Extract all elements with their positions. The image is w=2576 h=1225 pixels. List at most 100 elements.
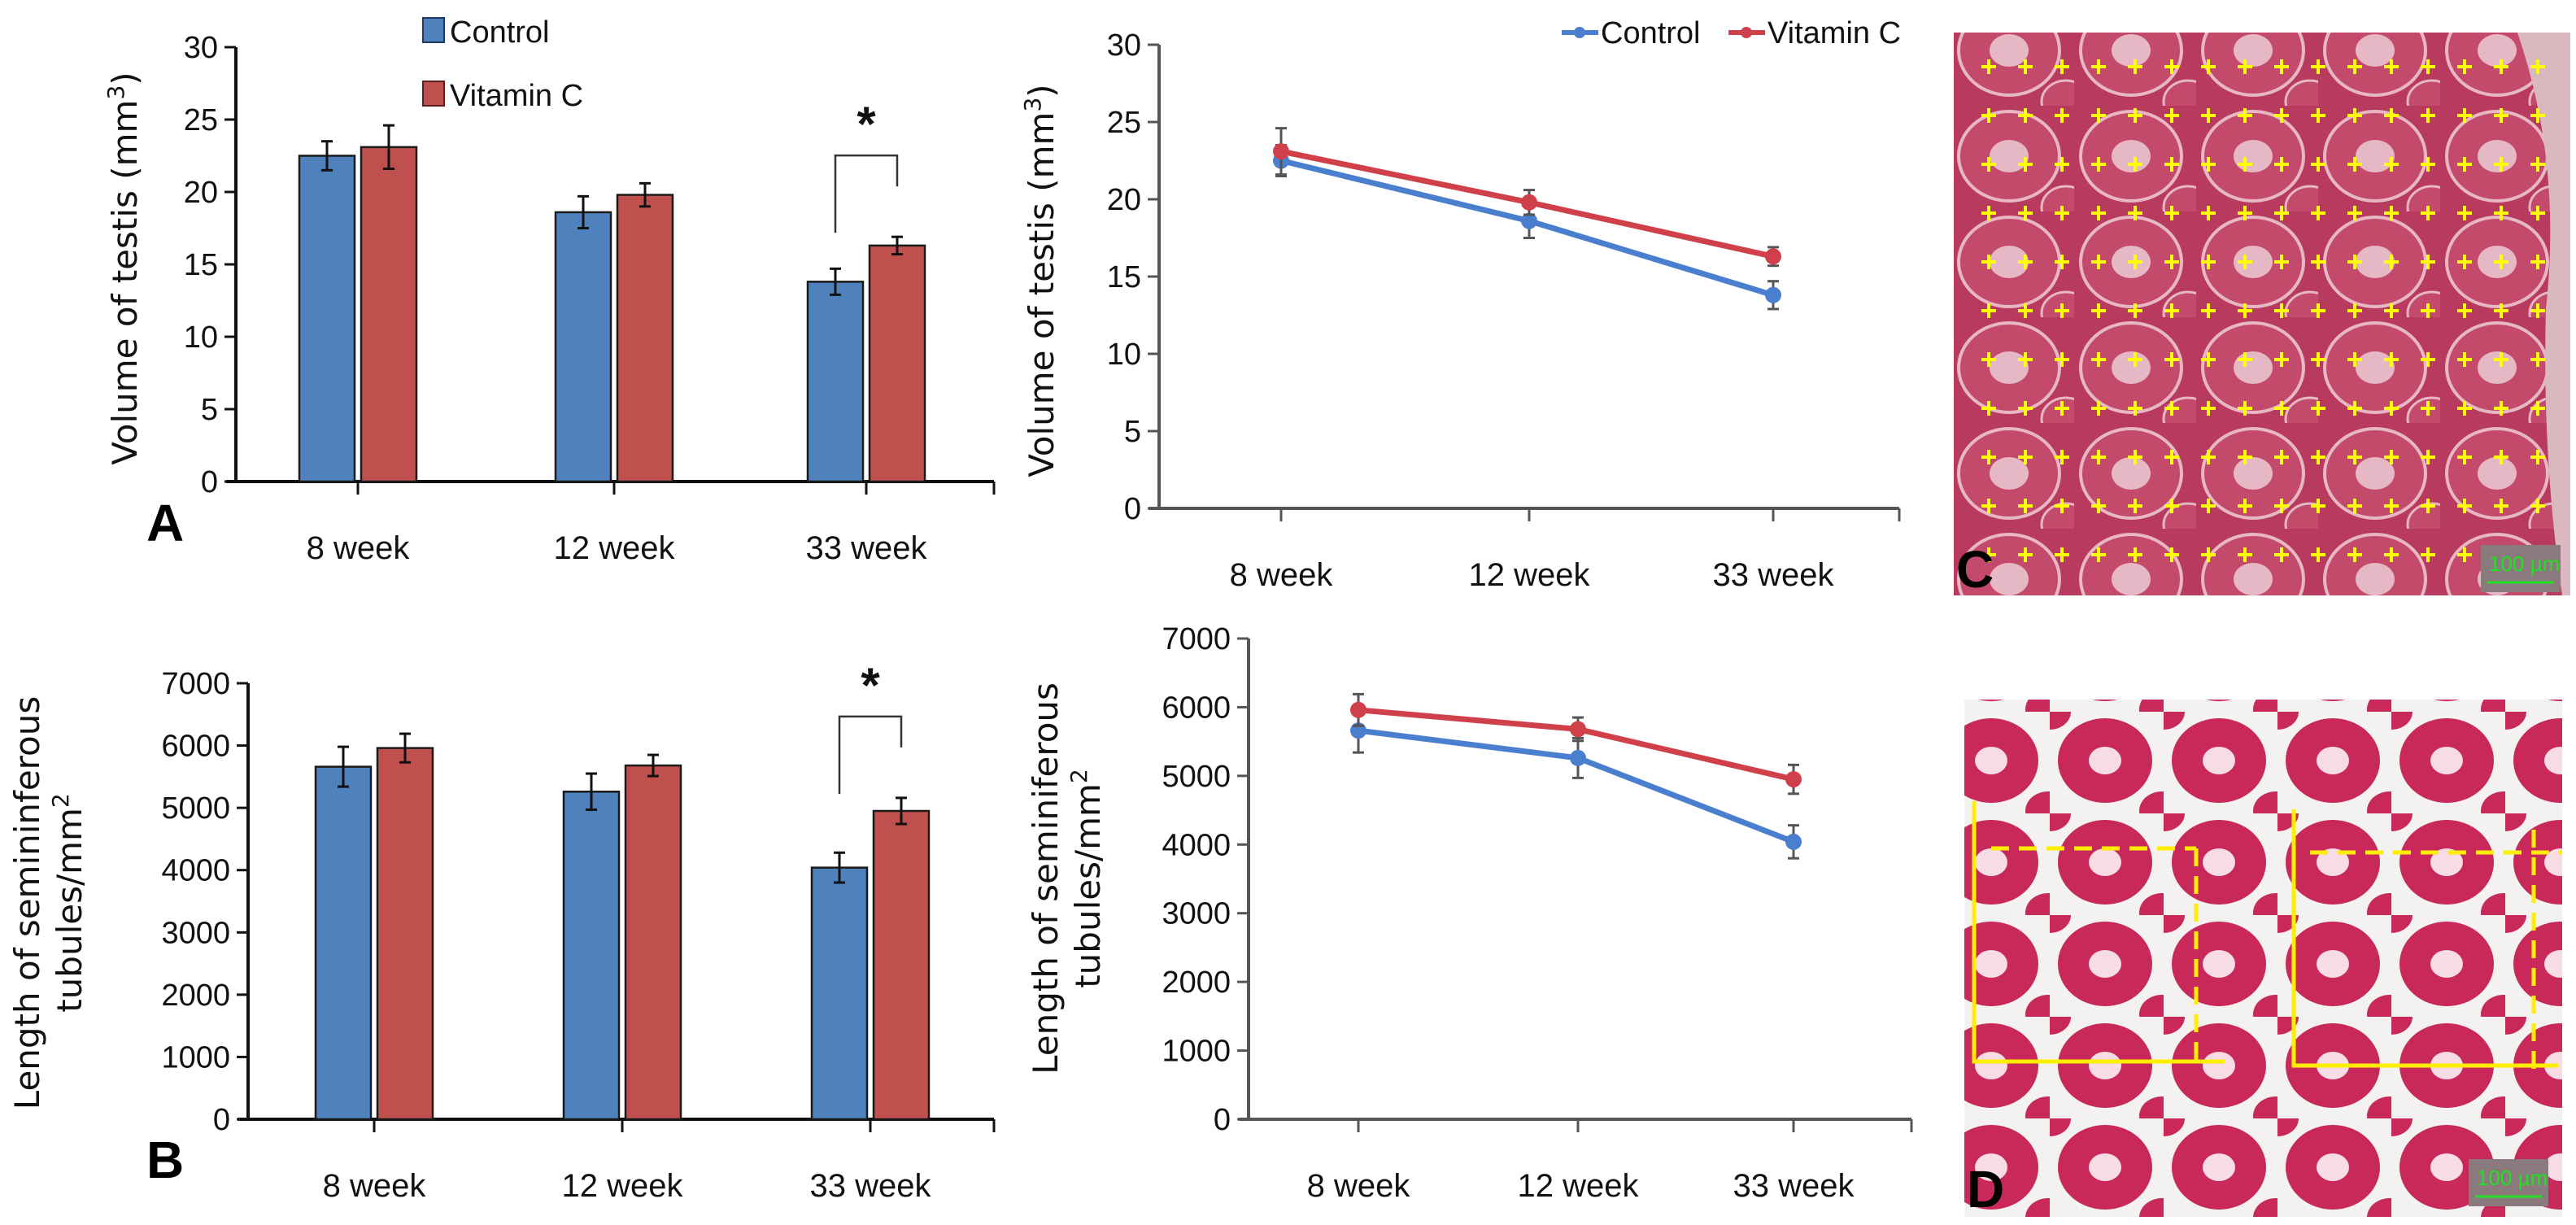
grid-cross-marker [1981,450,1996,464]
grid-cross-marker [2128,450,2142,464]
grid-cross-marker [2164,206,2179,220]
grid-cross-marker [2201,108,2216,123]
grid-cross-marker [2494,59,2508,74]
x-tick-label: 8 week [1230,557,1334,593]
y-tick-label: 4000 [161,854,230,888]
y-tick-label: 7000 [161,667,230,701]
chart-b-bars: * [314,658,931,1121]
chart-a-bars: * [298,97,926,483]
chart-b-y-ticks: 0 1000 2000 3000 4000 5000 6000 7000 [161,667,248,1137]
y-tick-label: 15 [1107,260,1141,294]
grid-cross-marker [2384,547,2399,562]
grid-cross-marker [2311,255,2325,269]
grid-cross-marker [2055,401,2069,416]
grid-cross-marker [2091,499,2106,513]
grid-cross-marker [2384,206,2399,220]
grid-cross-marker [2091,401,2106,416]
grid-cross-marker [2457,352,2472,367]
grid-cross-marker [2238,303,2252,318]
y-tick-label: 1000 [1162,1035,1231,1069]
point-vitamin-c [1570,721,1586,738]
grid-cross-marker [2238,352,2252,367]
grid-cross-marker [2055,499,2069,513]
grid-cross-marker [2347,401,2362,416]
grid-cross-marker [2421,157,2435,172]
x-tick-label: 33 week [806,530,928,566]
micrograph-d: 100 µm D [1964,700,2562,1218]
grid-cross-marker [2311,59,2325,74]
grid-cross-marker [2018,255,2033,269]
micrograph-c: 100 µm C [1954,33,2570,599]
scale-bar-box-c [2481,545,2561,592]
grid-cross-marker [2238,157,2252,172]
point-control [1785,833,1802,850]
bar-vitamin-c [872,809,931,1121]
grid-cross-marker [2457,401,2472,416]
grid-cross-marker [2274,401,2289,416]
grid-cross-marker [2530,401,2545,416]
grid-cross-marker [2494,303,2508,318]
grid-cross-marker [2164,499,2179,513]
grid-cross-marker [2457,547,2472,562]
bar-vitamin-c [868,244,926,483]
chart-b-y-axis-title-line1: Length of semininferous [7,696,47,1109]
grid-cross-marker [2018,352,2033,367]
grid-cross-marker [2164,352,2179,367]
grid-cross-marker [2274,206,2289,220]
counting-frame-right [2291,809,2562,1074]
legend-label-control: Control [450,15,550,50]
chart-b-y-axis-title-line2: tubules/mm2 [47,793,89,1013]
grid-cross-marker [2384,255,2399,269]
grid-cross-marker [2421,59,2435,74]
panel-label-d: D [1967,1160,2004,1218]
bar-control [562,790,621,1121]
grid-cross-marker [2421,206,2435,220]
grid-cross-marker [2384,401,2399,416]
grid-cross-marker [2274,157,2289,172]
grid-cross-marker [2530,352,2545,367]
legend-marker-control [1574,27,1585,38]
panel-label-b: B [146,1131,184,1189]
grid-cross-marker [2055,450,2069,464]
grid-cross-marker [2055,157,2069,172]
grid-cross-marker [2494,206,2508,220]
legend-label-vitamin-c-line: Vitamin C [1767,16,1901,50]
grid-cross-marker [2018,59,2033,74]
y-tick-label: 2000 [1162,966,1231,1000]
grid-cross-marker [2201,206,2216,220]
micrograph-c-tissue [1954,33,2570,595]
chart-a-line-x-ticks: 8 week 12 week 33 week [1230,508,1901,593]
chart-b-line-y-ticks: 0 1000 2000 3000 4000 5000 6000 7000 [1162,622,1249,1137]
chart-a-line-axes [1149,45,1899,510]
grid-cross-marker [2311,108,2325,123]
grid-cross-marker [2201,255,2216,269]
x-tick-label: 12 week [562,1168,684,1204]
grid-cross-marker [2384,352,2399,367]
y-tick-label: 30 [1107,28,1141,63]
grid-cross-marker [2091,206,2106,220]
grid-cross-marker [2384,303,2399,318]
legend-label-control-line: Control [1601,16,1701,50]
grid-cross-marker [2238,450,2252,464]
chart-b-line-y-axis-title-line1: Length of seminiferous [1026,682,1066,1075]
chart-a-x-ticks: 8 week 12 week 33 week [307,482,996,566]
grid-cross-marker [1981,255,1996,269]
grid-cross-marker [2457,59,2472,74]
y-tick-label: 15 [184,248,218,282]
grid-cross-marker [2347,499,2362,513]
legend-swatch-control [422,17,445,43]
chart-a-line-legend: Control Vitamin C [1562,16,1901,50]
grid-cross-marker [2164,450,2179,464]
grid-cross-marker [2091,157,2106,172]
grid-cross-marker [2274,499,2289,513]
x-tick-label: 33 week [1713,557,1835,593]
grid-cross-marker [2494,499,2508,513]
grid-cross-marker [2457,157,2472,172]
grid-cross-marker [2238,206,2252,220]
grid-cross-marker [2274,255,2289,269]
x-tick-label: 8 week [307,530,411,566]
grid-cross-marker [2128,547,2142,562]
grid-cross-marker [2421,255,2435,269]
grid-cross-marker [1981,352,1996,367]
significance-asterisk: * [861,658,880,713]
